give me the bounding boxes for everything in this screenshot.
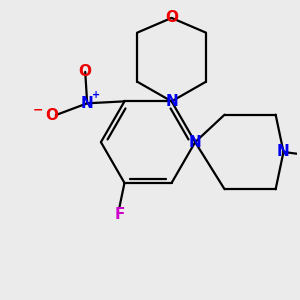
Text: N: N xyxy=(165,94,178,109)
Text: O: O xyxy=(165,11,178,26)
Text: −: − xyxy=(33,104,44,117)
Text: +: + xyxy=(92,91,100,100)
Text: F: F xyxy=(114,207,125,222)
Text: O: O xyxy=(45,108,58,123)
Text: N: N xyxy=(277,145,290,160)
Text: N: N xyxy=(81,96,94,111)
Text: N: N xyxy=(189,135,202,150)
Text: O: O xyxy=(79,64,92,80)
